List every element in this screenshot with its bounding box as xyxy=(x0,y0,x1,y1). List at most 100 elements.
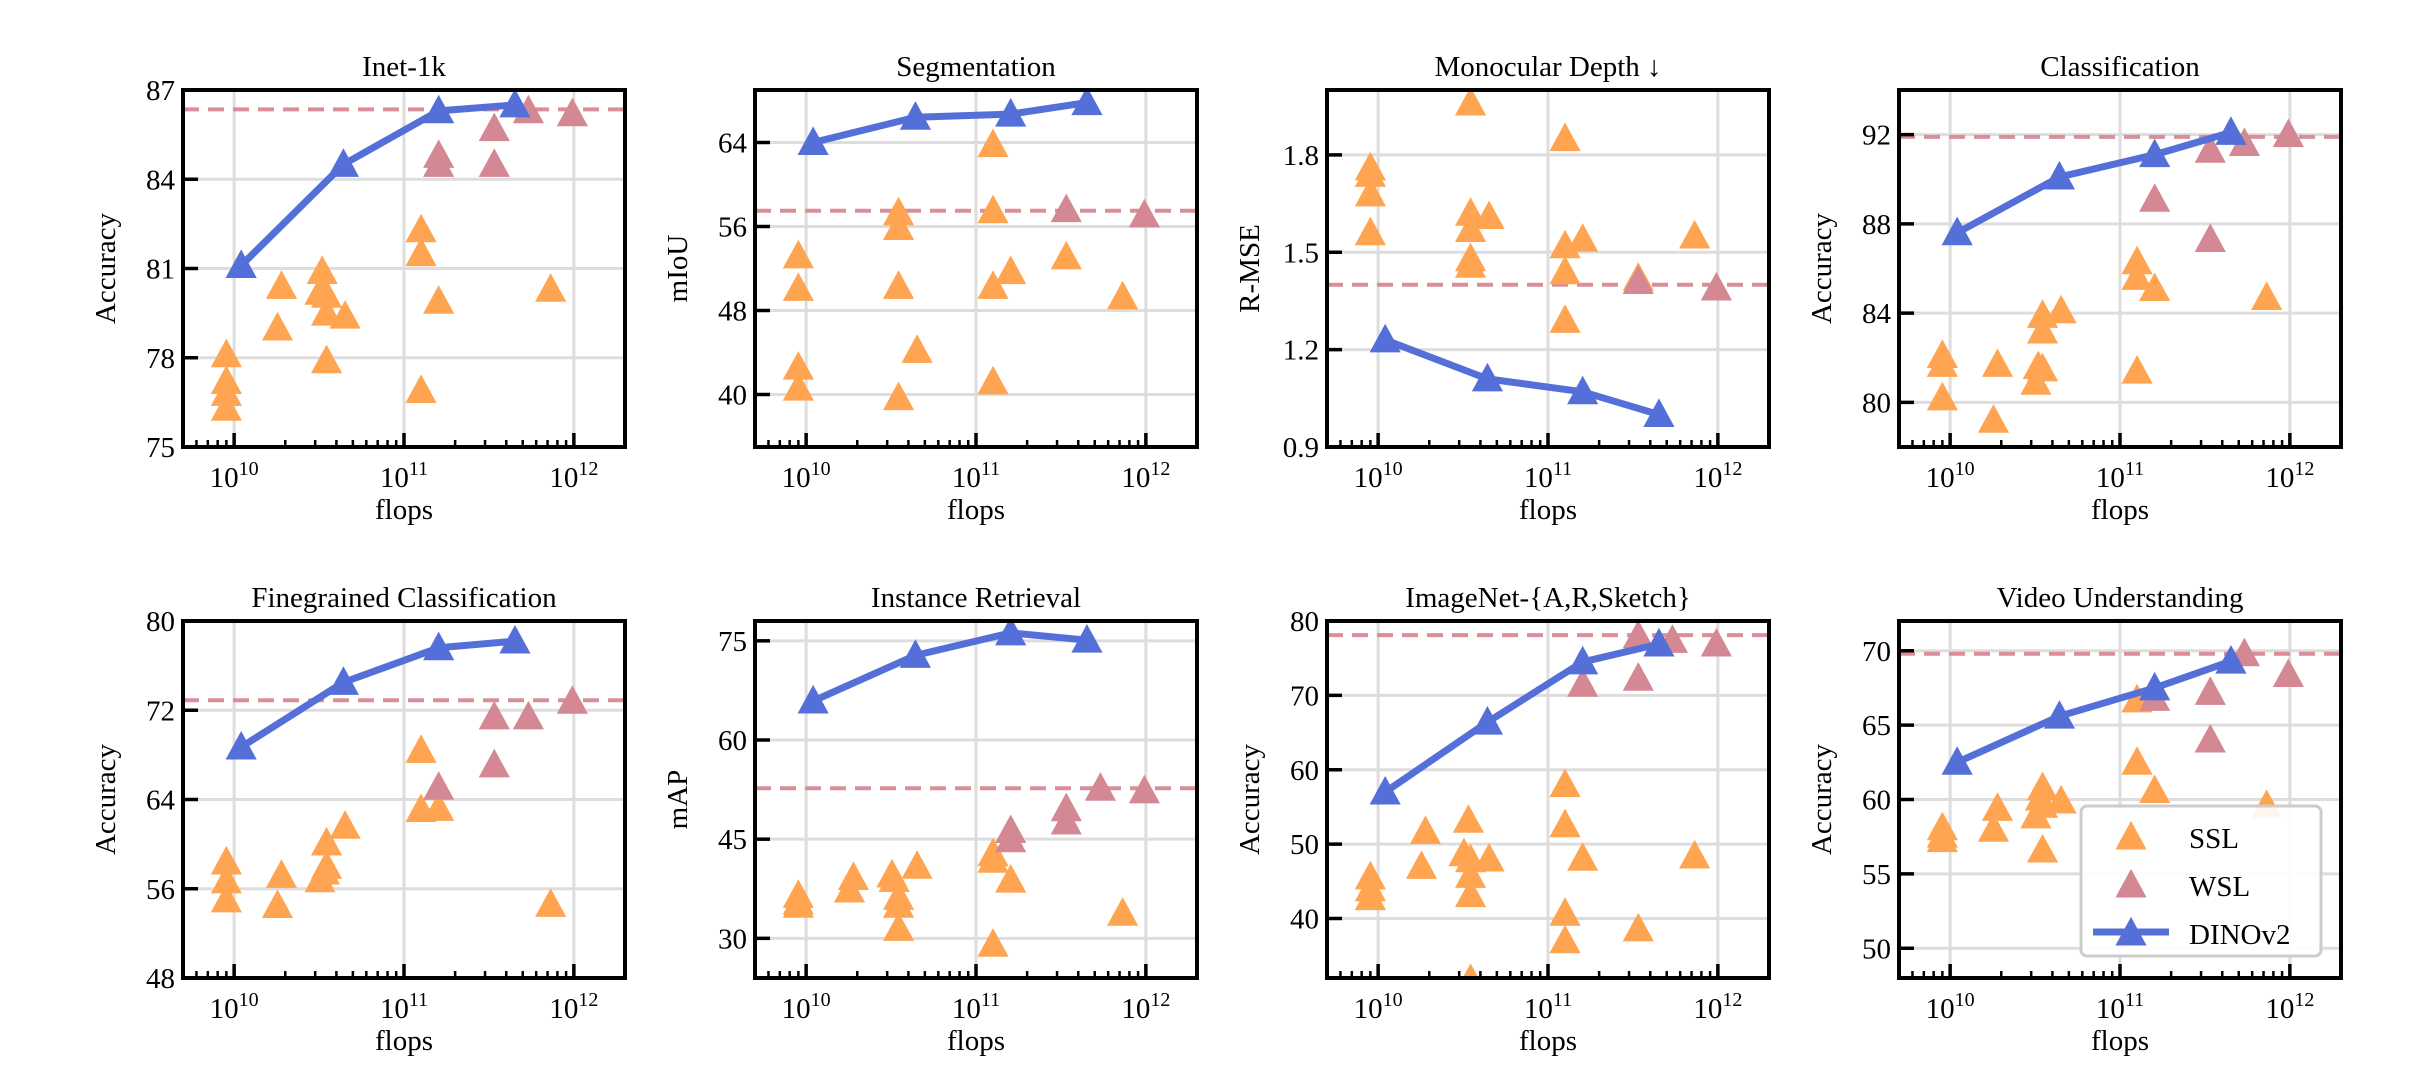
chart-title: Segmentation xyxy=(896,51,1056,83)
dinov2-point xyxy=(797,126,829,155)
ssl-point xyxy=(1409,815,1442,844)
ssl-point xyxy=(1452,804,1485,833)
ssl-point xyxy=(977,270,1009,299)
ssl-point xyxy=(265,270,298,299)
wsl-point xyxy=(1050,805,1082,835)
xtick-label: 1012 xyxy=(2265,989,2314,1025)
dinov2-point xyxy=(1369,775,1401,805)
y-axis-label: Accuracy xyxy=(1234,743,1266,855)
ssl-point xyxy=(1107,897,1139,926)
chart-title: Video Understanding xyxy=(1996,582,2243,614)
wsl-point xyxy=(423,148,455,177)
ytick-label: 64 xyxy=(146,785,176,817)
ssl-point xyxy=(1549,808,1581,838)
ssl-point xyxy=(405,213,437,243)
dinov2-line xyxy=(238,101,516,269)
ssl-point xyxy=(2121,355,2153,384)
ssl-point xyxy=(1926,823,1958,853)
ssl-point xyxy=(837,861,870,890)
ssl-point xyxy=(1454,859,1487,888)
ssl-point xyxy=(1473,842,1505,872)
dinov2-point xyxy=(327,666,360,695)
legend-label-ssl: SSL xyxy=(2189,823,2239,855)
x-axis-label: flops xyxy=(1519,494,1577,526)
ytick-label: 48 xyxy=(146,963,175,995)
chart-panel-finegrained-classification: 48 56 64 72 80 1010 1011 1012 Finegrained Classi… xyxy=(90,582,627,1057)
chart-panel-instance-retrieval: 30 45 60 75 1010 1011 1012 Instance Retrieval fl… xyxy=(662,582,1199,1057)
ssl-point xyxy=(2045,294,2077,324)
ytick-label: 40 xyxy=(718,380,747,412)
wsl-point xyxy=(556,685,588,714)
ssl-point xyxy=(782,272,814,301)
ytick-label: 70 xyxy=(1290,680,1319,712)
ssl-point xyxy=(535,888,567,917)
xtick-label: 1011 xyxy=(380,458,428,494)
ssl-point xyxy=(2026,314,2059,344)
plot-area xyxy=(755,90,1197,411)
xtick-label: 1010 xyxy=(782,989,831,1025)
chart-title: Instance Retrieval xyxy=(871,582,1081,614)
plot-area xyxy=(183,90,625,421)
ssl-point xyxy=(2139,774,2171,804)
ytick-label: 72 xyxy=(146,695,175,727)
xtick-label: 1010 xyxy=(210,989,259,1025)
ssl-point xyxy=(1977,813,2010,842)
chart-title: Inet-1k xyxy=(362,51,446,83)
ssl-point xyxy=(1354,177,1386,207)
legend: SSL WSL DINOv2 xyxy=(2079,804,2323,958)
ssl-point xyxy=(995,255,1027,285)
chart-title: Finegrained Classification xyxy=(251,582,557,614)
chart-panel-monocular-depth: 0.9 1.2 1.5 1.8 1010 1011 1012 Monocular Depth … xyxy=(1234,51,1771,526)
ssl-point xyxy=(1354,881,1386,911)
plot-area xyxy=(1327,621,1769,978)
dinov2-point xyxy=(995,98,1027,127)
ssl-point xyxy=(261,311,294,341)
ssl-point xyxy=(310,344,343,374)
plot-area xyxy=(183,624,625,918)
wsl-point xyxy=(1622,662,1654,691)
ssl-point xyxy=(329,810,361,839)
ytick-label: 65 xyxy=(1862,710,1891,742)
xtick-label: 1011 xyxy=(2096,458,2144,494)
dinov2-point xyxy=(1941,216,1973,246)
ssl-point xyxy=(1926,348,1958,377)
y-axis-label: R-MSE xyxy=(1234,224,1266,313)
ssl-point xyxy=(1981,348,2014,377)
ytick-label: 84 xyxy=(1862,298,1892,330)
wsl-point xyxy=(1700,627,1732,657)
wsl-point xyxy=(2272,658,2304,688)
ssl-point xyxy=(782,239,814,269)
legend-marker-wsl xyxy=(2115,868,2147,898)
ssl-point xyxy=(1549,924,1581,954)
ytick-label: 60 xyxy=(1862,785,1891,817)
wsl-point xyxy=(1622,265,1654,294)
plot-area xyxy=(1327,90,1769,428)
ytick-label: 45 xyxy=(718,824,747,856)
dinov2-point xyxy=(1941,746,1973,775)
ssl-point xyxy=(1977,404,2010,433)
ssl-point xyxy=(2121,746,2153,775)
x-axis-label: flops xyxy=(375,494,433,526)
xtick-label: 1012 xyxy=(2265,458,2314,494)
dinov2-point xyxy=(899,101,932,130)
ssl-point xyxy=(1549,897,1581,926)
ssl-point xyxy=(1549,768,1581,798)
ssl-point xyxy=(310,297,343,326)
ssl-point xyxy=(1549,255,1581,285)
y-axis-label: Accuracy xyxy=(90,743,122,855)
ssl-point xyxy=(2026,352,2059,382)
legend-label-dinov2: DINOv2 xyxy=(2189,919,2291,951)
ssl-point xyxy=(901,850,933,879)
x-axis-label: flops xyxy=(947,494,1005,526)
y-axis-label: mIoU xyxy=(662,235,694,303)
wsl-point xyxy=(2194,676,2226,705)
dinov2-point xyxy=(1643,627,1675,657)
ssl-point xyxy=(977,194,1009,224)
wsl-point xyxy=(1700,271,1732,301)
dinov2-line xyxy=(1955,129,2232,236)
ssl-point xyxy=(329,299,361,329)
ssl-point xyxy=(882,211,915,241)
ssl-point xyxy=(310,850,343,879)
ssl-point xyxy=(977,844,1009,873)
dinov2-point xyxy=(2215,645,2247,674)
